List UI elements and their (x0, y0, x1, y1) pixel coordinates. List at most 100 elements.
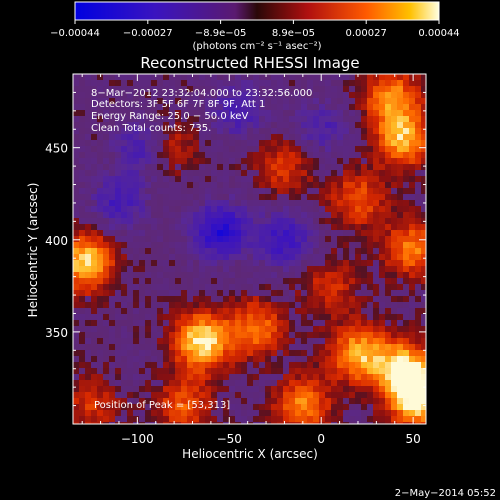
annotation-peak-position: Position of Peak = [53,313] (94, 400, 230, 411)
heatmap-cell (103, 104, 109, 110)
heatmap-cell (211, 230, 217, 236)
heatmap-cell (343, 416, 349, 422)
heatmap-cell (97, 194, 103, 200)
heatmap-cell (139, 332, 145, 338)
heatmap-cell (289, 218, 295, 224)
heatmap-cell (367, 170, 373, 176)
heatmap-cell (289, 386, 295, 392)
heatmap-cell (151, 104, 157, 110)
heatmap-cell (355, 332, 361, 338)
heatmap-cell (319, 146, 325, 152)
heatmap-cell (325, 212, 331, 218)
heatmap-cell (253, 248, 259, 254)
heatmap-cell (97, 332, 103, 338)
heatmap-cell (409, 308, 415, 314)
heatmap-cell (403, 92, 409, 98)
heatmap-cell (103, 308, 109, 314)
heatmap-cell (193, 344, 199, 350)
heatmap-cell (337, 272, 343, 278)
heatmap-cell (289, 110, 295, 116)
heatmap-cell (253, 182, 259, 188)
heatmap-cell (85, 122, 91, 128)
heatmap-cell (409, 176, 415, 182)
heatmap-cell (415, 314, 421, 320)
heatmap-cell (409, 218, 415, 224)
heatmap-cell (163, 98, 169, 104)
heatmap-cell (187, 92, 193, 98)
heatmap-cell (181, 236, 187, 242)
heatmap-cell (415, 218, 421, 224)
heatmap-cell (79, 416, 85, 422)
heatmap-cell (235, 260, 241, 266)
heatmap-cell (289, 296, 295, 302)
heatmap-cell (325, 248, 331, 254)
heatmap-cell (133, 362, 139, 368)
heatmap-cell (103, 92, 109, 98)
heatmap-cell (97, 308, 103, 314)
heatmap-cell (253, 224, 259, 230)
heatmap-cell (163, 350, 169, 356)
heatmap-cell (385, 176, 391, 182)
heatmap-cell (277, 176, 283, 182)
heatmap-cell (325, 116, 331, 122)
heatmap-cell (73, 374, 79, 380)
heatmap-cell (253, 188, 259, 194)
heatmap-cell (85, 356, 91, 362)
heatmap-cell (343, 302, 349, 308)
heatmap-cell (253, 332, 259, 338)
heatmap-cell (103, 380, 109, 386)
heatmap-cell (307, 422, 313, 424)
heatmap-cell (397, 380, 403, 386)
heatmap-cell (151, 314, 157, 320)
heatmap-cell (169, 392, 175, 398)
heatmap-cell (385, 116, 391, 122)
heatmap-cell (103, 302, 109, 308)
heatmap-cell (259, 218, 265, 224)
heatmap-cell (127, 80, 133, 86)
heatmap-cell (271, 296, 277, 302)
heatmap-cell (409, 170, 415, 176)
heatmap-cell (205, 332, 211, 338)
heatmap-cell (73, 404, 79, 410)
heatmap-cell (241, 362, 247, 368)
heatmap-cell (331, 278, 337, 284)
heatmap-cell (379, 290, 385, 296)
heatmap-cell (421, 122, 426, 128)
heatmap-cell (295, 116, 301, 122)
heatmap-cell (343, 176, 349, 182)
heatmap-cell (391, 254, 397, 260)
heatmap-cell (349, 206, 355, 212)
heatmap-cell (79, 332, 85, 338)
heatmap-cell (157, 80, 163, 86)
heatmap-cell (313, 128, 319, 134)
heatmap-cell (373, 170, 379, 176)
heatmap-cell (187, 152, 193, 158)
heatmap-cell (187, 200, 193, 206)
heatmap-cell (163, 308, 169, 314)
heatmap-cell (181, 362, 187, 368)
heatmap-cell (211, 140, 217, 146)
heatmap-cell (253, 290, 259, 296)
heatmap-cell (325, 230, 331, 236)
heatmap-cell (361, 170, 367, 176)
heatmap-cell (283, 170, 289, 176)
heatmap-cell (169, 404, 175, 410)
heatmap-cell (355, 116, 361, 122)
heatmap-cell (277, 284, 283, 290)
heatmap-cell (133, 122, 139, 128)
heatmap-cell (235, 92, 241, 98)
heatmap-cell (235, 308, 241, 314)
heatmap-cell (247, 254, 253, 260)
heatmap-cell (79, 410, 85, 416)
heatmap-cell (385, 98, 391, 104)
heatmap-cell (343, 164, 349, 170)
heatmap-cell (127, 308, 133, 314)
heatmap-cell (409, 422, 415, 424)
heatmap-cell (409, 110, 415, 116)
heatmap-cell (355, 104, 361, 110)
heatmap-cell (121, 218, 127, 224)
heatmap-cell (175, 200, 181, 206)
heatmap-cell (145, 368, 151, 374)
heatmap-cell (265, 176, 271, 182)
heatmap-cell (313, 170, 319, 176)
